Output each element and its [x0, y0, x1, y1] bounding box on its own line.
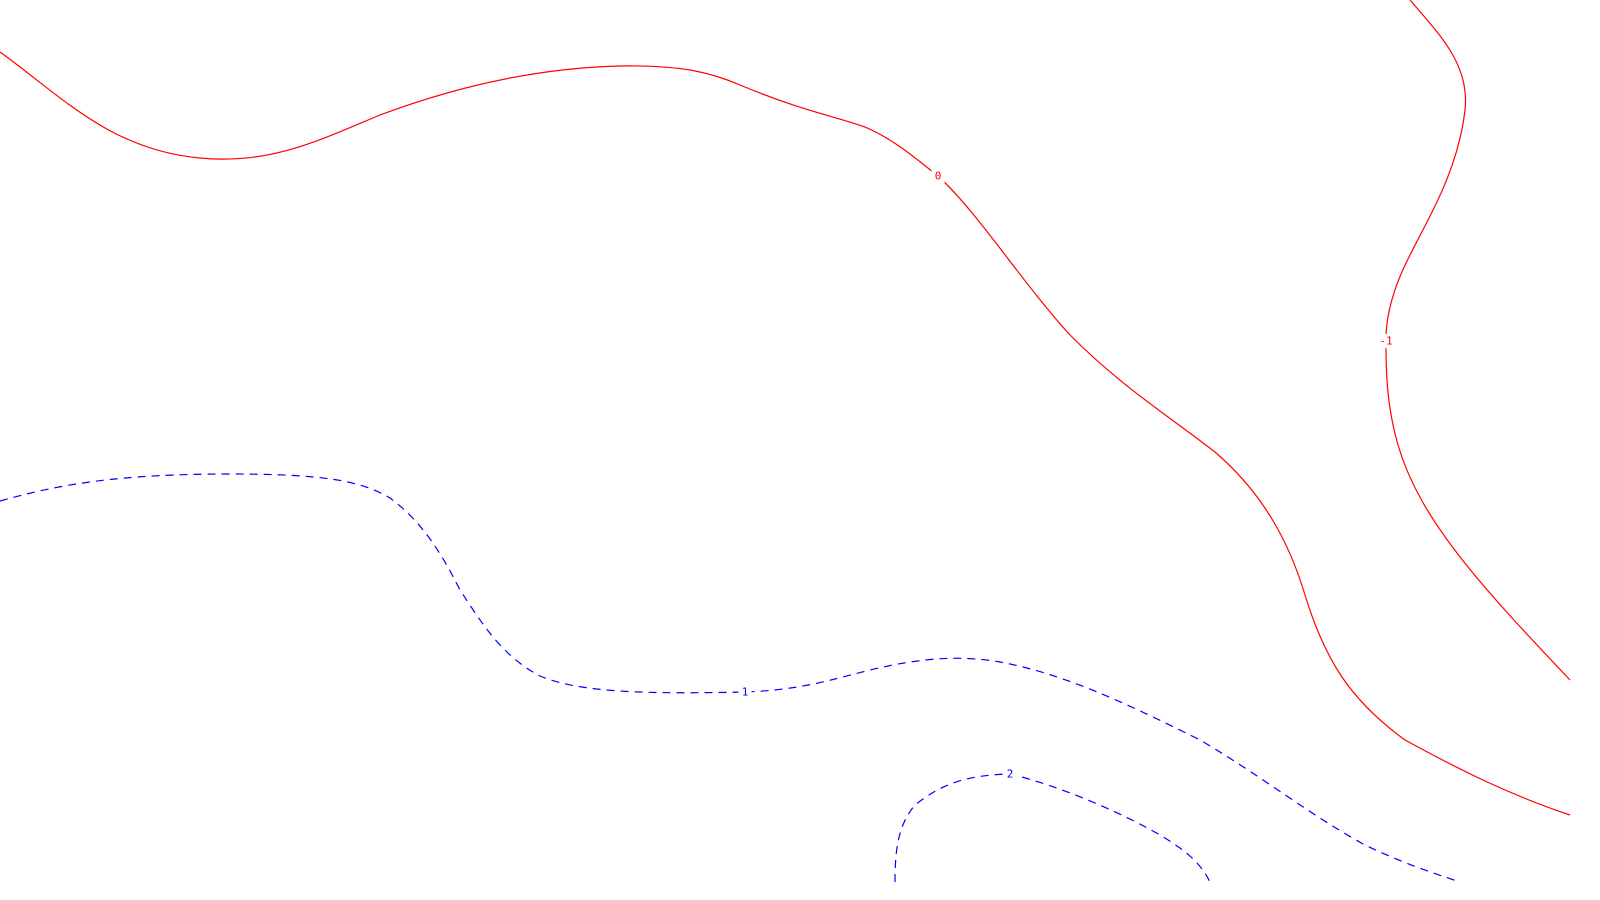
contour-label-level-minus1: -1 [1379, 335, 1392, 348]
contour-lines [0, 0, 1571, 883]
contour-line-level-1 [0, 473, 1461, 883]
contour-label-level-1: 1 [742, 686, 749, 699]
contour-label-level-2: 2 [1007, 768, 1014, 781]
contour-label-knockout-2 [1003, 767, 1017, 781]
contour-labels: -1 0 1 2 [738, 169, 1396, 781]
contour-line-level-minus1 [1385, 0, 1571, 681]
contour-line-level-0 [0, 51, 1571, 816]
contour-label-knockout-minus1 [1376, 334, 1396, 348]
contour-label-level-0: 0 [935, 170, 942, 183]
contour-line-level-2 [894, 773, 1211, 883]
contour-label-knockout-1 [738, 685, 752, 699]
contour-label-knockout-0 [931, 169, 945, 183]
